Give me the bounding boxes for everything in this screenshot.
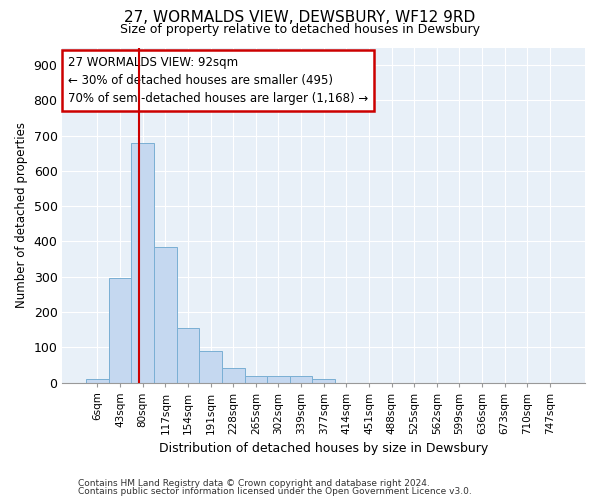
Bar <box>313 379 335 382</box>
Text: Contains HM Land Registry data © Crown copyright and database right 2024.: Contains HM Land Registry data © Crown c… <box>78 478 430 488</box>
Text: Size of property relative to detached houses in Dewsbury: Size of property relative to detached ho… <box>120 22 480 36</box>
Bar <box>267 376 290 382</box>
X-axis label: Distribution of detached houses by size in Dewsbury: Distribution of detached houses by size … <box>159 442 488 455</box>
Bar <box>222 368 245 382</box>
Bar <box>109 278 131 382</box>
Bar <box>86 379 109 382</box>
Bar <box>131 142 154 382</box>
Text: 27 WORMALDS VIEW: 92sqm
← 30% of detached houses are smaller (495)
70% of semi-d: 27 WORMALDS VIEW: 92sqm ← 30% of detache… <box>68 56 368 105</box>
Text: 27, WORMALDS VIEW, DEWSBURY, WF12 9RD: 27, WORMALDS VIEW, DEWSBURY, WF12 9RD <box>124 10 476 25</box>
Text: Contains public sector information licensed under the Open Government Licence v3: Contains public sector information licen… <box>78 487 472 496</box>
Y-axis label: Number of detached properties: Number of detached properties <box>15 122 28 308</box>
Bar <box>176 328 199 382</box>
Bar <box>290 376 313 382</box>
Bar <box>154 248 176 382</box>
Bar <box>245 376 267 382</box>
Bar <box>199 351 222 382</box>
